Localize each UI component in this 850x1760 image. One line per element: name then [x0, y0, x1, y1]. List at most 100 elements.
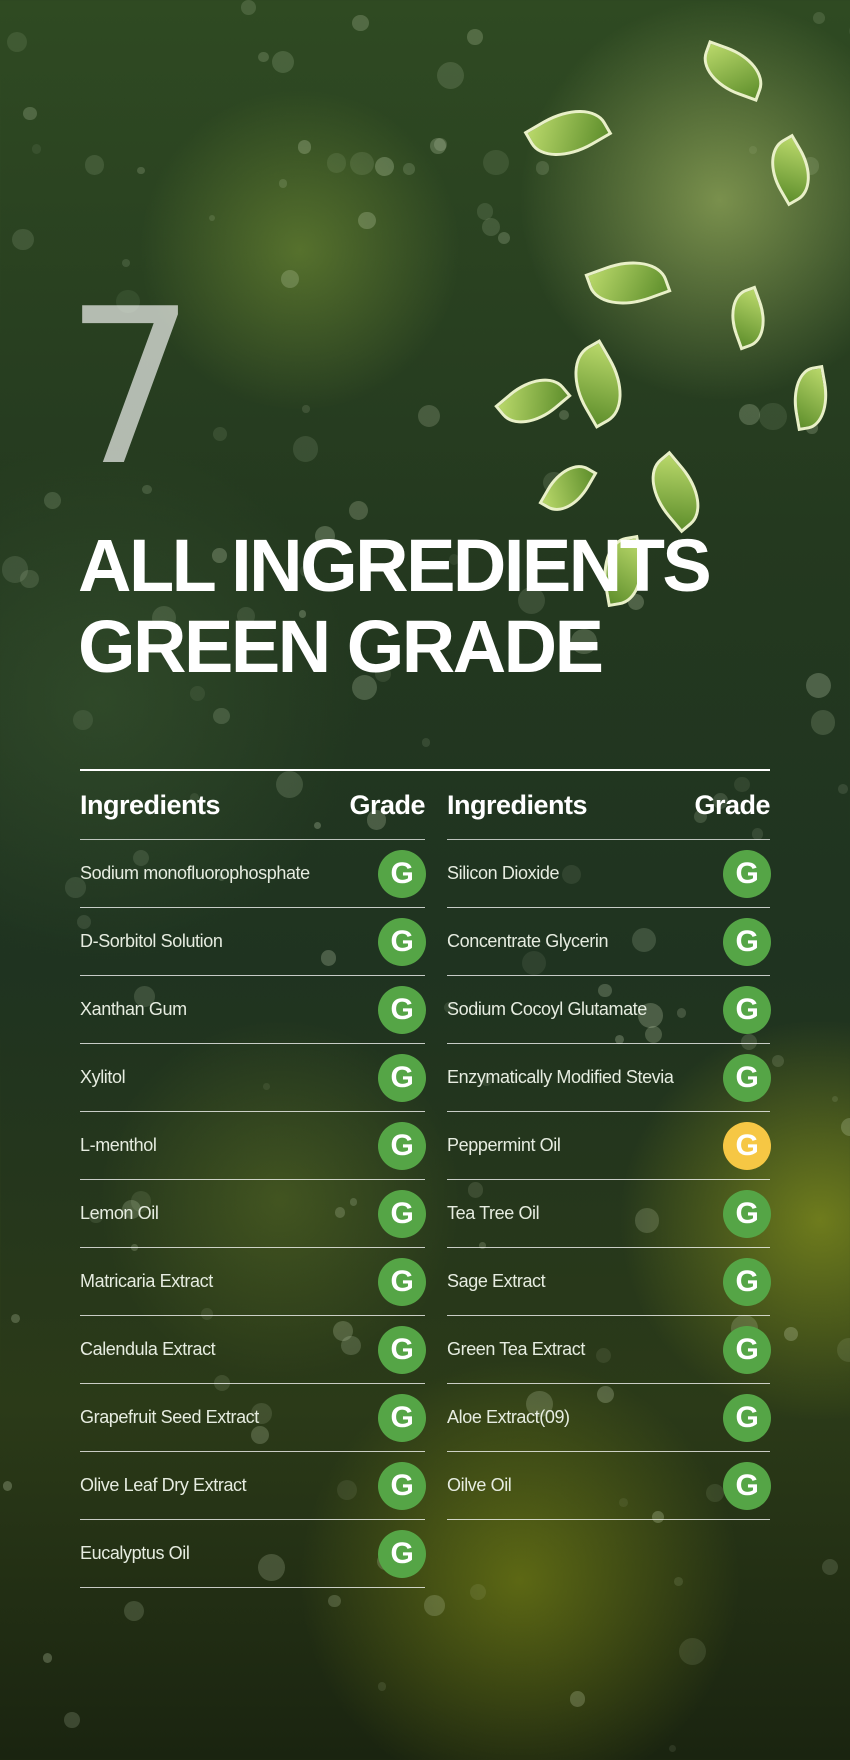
left-column: Ingredients Grade Sodium monofluorophosph… [80, 771, 426, 1588]
bokeh-dot [258, 51, 269, 62]
bokeh-dot [430, 138, 447, 154]
ingredient-name: Aloe Extract(09) [447, 1407, 570, 1427]
bokeh-dot [278, 179, 288, 188]
bokeh-dot [748, 145, 757, 154]
leaf-decoration [635, 450, 716, 534]
bokeh-dot [482, 218, 501, 237]
ingredient-name: Sodium Cocoyl Glutamate [447, 999, 647, 1019]
bokeh-dot [597, 1385, 615, 1403]
table-row: Sage Extract G [447, 1248, 771, 1316]
ingredient-name: Peppermint Oil [447, 1135, 561, 1155]
bokeh-dot [208, 214, 215, 222]
grade-badge: G [378, 1529, 426, 1578]
bokeh-dot [201, 1307, 213, 1320]
grade-badge: G [378, 1393, 426, 1442]
table-row: Green Tea Extract G [447, 1316, 771, 1384]
bokeh-dot [841, 1117, 850, 1136]
bokeh-dot [350, 1198, 358, 1206]
bokeh-dot [280, 270, 299, 289]
bokeh-dot [433, 138, 447, 152]
title-line-2: GREEN GRADE [78, 605, 604, 688]
bokeh-dot [676, 1008, 687, 1018]
bokeh-dot [189, 686, 205, 702]
ingredient-name: Olive Leaf Dry Extract [80, 1475, 247, 1495]
bokeh-dot [12, 228, 34, 251]
bokeh-dot [142, 485, 152, 495]
bokeh-dot [332, 1321, 354, 1342]
bokeh-dot [467, 1182, 483, 1198]
bokeh-dot [116, 289, 140, 314]
bokeh-dot [712, 793, 729, 809]
table-row: Aloe Extract(09) G [447, 1384, 771, 1452]
table-row: Silicon Dioxide G [447, 840, 771, 908]
bokeh-dot [133, 849, 150, 866]
bokeh-dot [751, 828, 763, 840]
grade-badge: G [723, 1257, 771, 1306]
bokeh-dot [644, 1025, 662, 1043]
bokeh-dot [805, 672, 832, 699]
bokeh-dot [669, 1744, 677, 1752]
grade-badge: G [723, 1325, 771, 1374]
bokeh-dot [131, 1191, 152, 1212]
ingredient-name: Tea Tree Oil [447, 1203, 540, 1223]
bokeh-dot [615, 1035, 625, 1045]
ingredient-name: Xylitol [80, 1067, 126, 1087]
bokeh-dot [64, 1712, 80, 1728]
bokeh-dot [598, 983, 612, 998]
ingredient-name: Calendula Extract [80, 1339, 216, 1359]
ingredient-name: Enzymatically Modified Stevia [447, 1067, 674, 1087]
bokeh-dot [328, 1594, 341, 1608]
bokeh-dot [73, 709, 94, 730]
ingredient-name: D-Sorbitol Solution [80, 931, 223, 951]
ingredient-name: Matricaria Extract [80, 1271, 213, 1291]
bokeh-dot [812, 12, 825, 25]
bokeh-dot [741, 1033, 758, 1051]
bokeh-dot [674, 1577, 683, 1587]
bokeh-dot [443, 1002, 455, 1014]
bokeh-dot [836, 1338, 850, 1363]
grade-badge: G [723, 917, 771, 966]
bokeh-dot [678, 1637, 707, 1665]
bokeh-dot [122, 258, 131, 267]
bokeh-dot [241, 0, 256, 15]
ingredient-name: Eucalyptus Oil [80, 1543, 190, 1563]
bokeh-dot [23, 106, 37, 120]
bokeh-dot [535, 161, 550, 175]
ingredient-name: Grapefruit Seed Extract [80, 1407, 259, 1427]
ingredient-name: Green Tea Extract [447, 1339, 585, 1359]
leaf-decoration [584, 248, 672, 318]
bokeh-dot [739, 404, 760, 425]
bokeh-dot [121, 1199, 141, 1219]
bokeh-dot [822, 1559, 839, 1576]
header-grade: Grade [349, 789, 425, 820]
bokeh-dot [352, 14, 369, 32]
bokeh-dot [470, 1584, 487, 1601]
right-column: Ingredients Grade Silicon Dioxide G Concent… [447, 771, 771, 1588]
bokeh-dot [2, 1481, 13, 1491]
bokeh-dot [517, 587, 545, 615]
bokeh-dot [334, 1207, 346, 1218]
table-row: Oilve Oil G [447, 1452, 771, 1520]
bokeh-dot [569, 1691, 586, 1707]
bokeh-dot [6, 31, 27, 53]
bokeh-dot [84, 155, 105, 175]
table-row: Tea Tree Oil G [447, 1180, 771, 1248]
table-row: Eucalyptus Oil G [80, 1520, 426, 1588]
bokeh-dot [784, 1326, 799, 1342]
grade-badge: G [723, 1053, 771, 1102]
grade-badge: G [378, 849, 426, 898]
bokeh-dot [151, 605, 176, 630]
bokeh-dot [497, 232, 510, 245]
bokeh-dot [349, 500, 369, 520]
ingredients-table: Ingredients Grade Sodium monofluorophosph… [80, 769, 771, 1588]
bokeh-dot [358, 211, 376, 230]
title-line-1: ALL INGREDIENTS [78, 524, 712, 607]
grade-badge: G [723, 985, 771, 1034]
leaf-decoration [787, 364, 834, 432]
bokeh-dot [251, 1425, 270, 1444]
bokeh-dot [237, 607, 255, 626]
ingredient-name: Lemon Oil [80, 1203, 159, 1223]
bokeh-dot [374, 157, 394, 177]
bokeh-dot [522, 951, 547, 975]
table-row: D-Sorbitol Solution G [80, 908, 426, 976]
